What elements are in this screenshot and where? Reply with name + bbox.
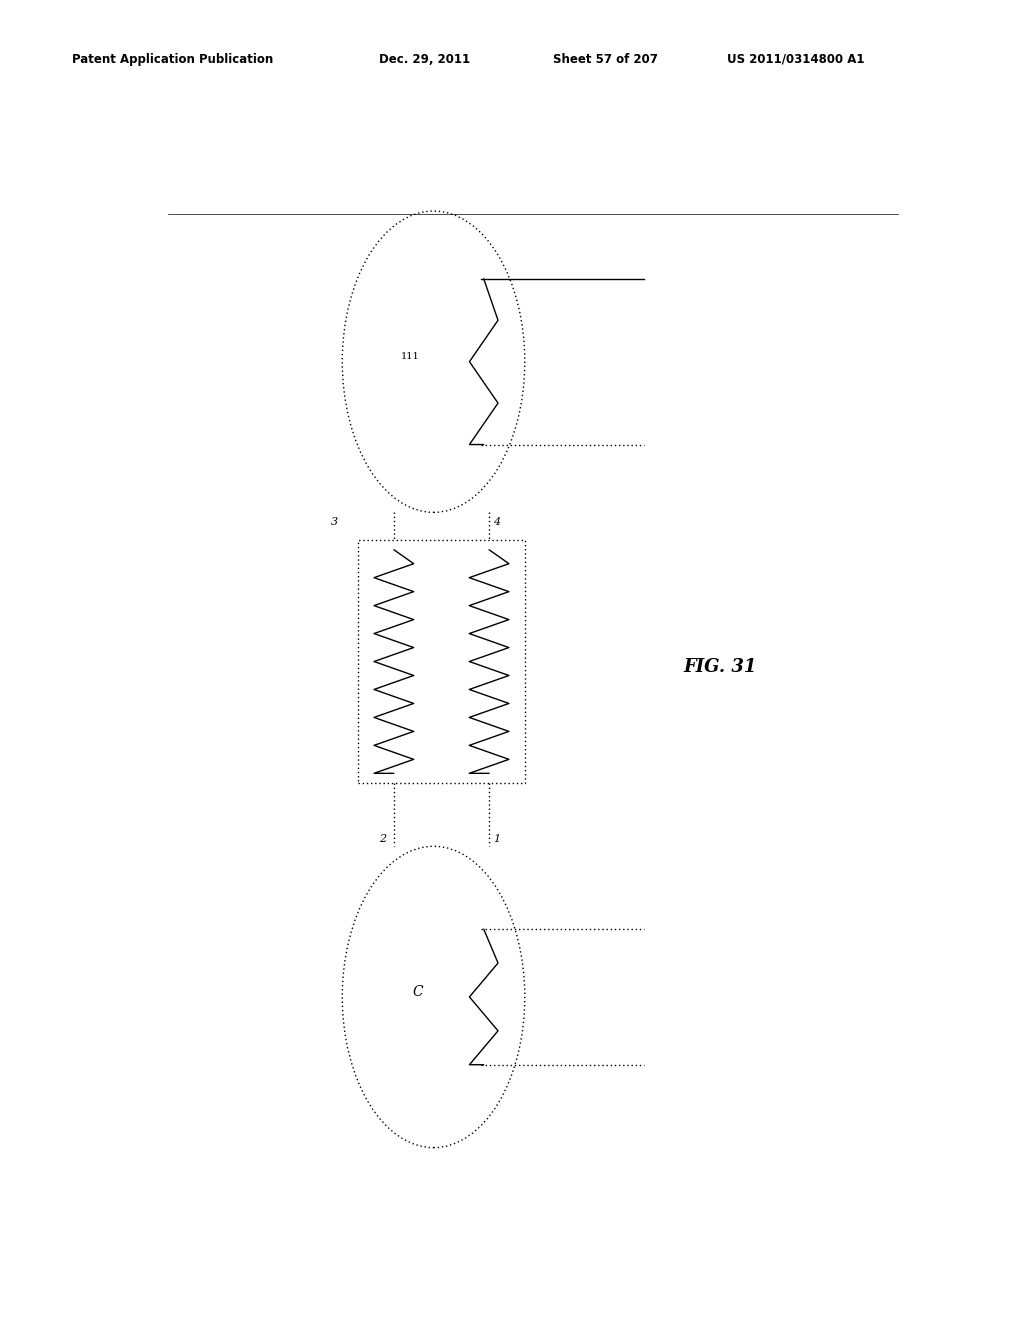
Text: Dec. 29, 2011: Dec. 29, 2011 [379, 53, 470, 66]
Text: 111: 111 [400, 352, 419, 362]
Text: 4: 4 [494, 517, 500, 528]
Text: 2: 2 [379, 834, 386, 845]
Text: Sheet 57 of 207: Sheet 57 of 207 [553, 53, 657, 66]
Text: Patent Application Publication: Patent Application Publication [72, 53, 273, 66]
Text: FIG. 31: FIG. 31 [684, 657, 757, 676]
Bar [358, 540, 525, 784]
Text: 3: 3 [331, 517, 338, 528]
Text: US 2011/0314800 A1: US 2011/0314800 A1 [727, 53, 864, 66]
Text: 1: 1 [494, 834, 500, 845]
Text: C: C [413, 985, 423, 999]
